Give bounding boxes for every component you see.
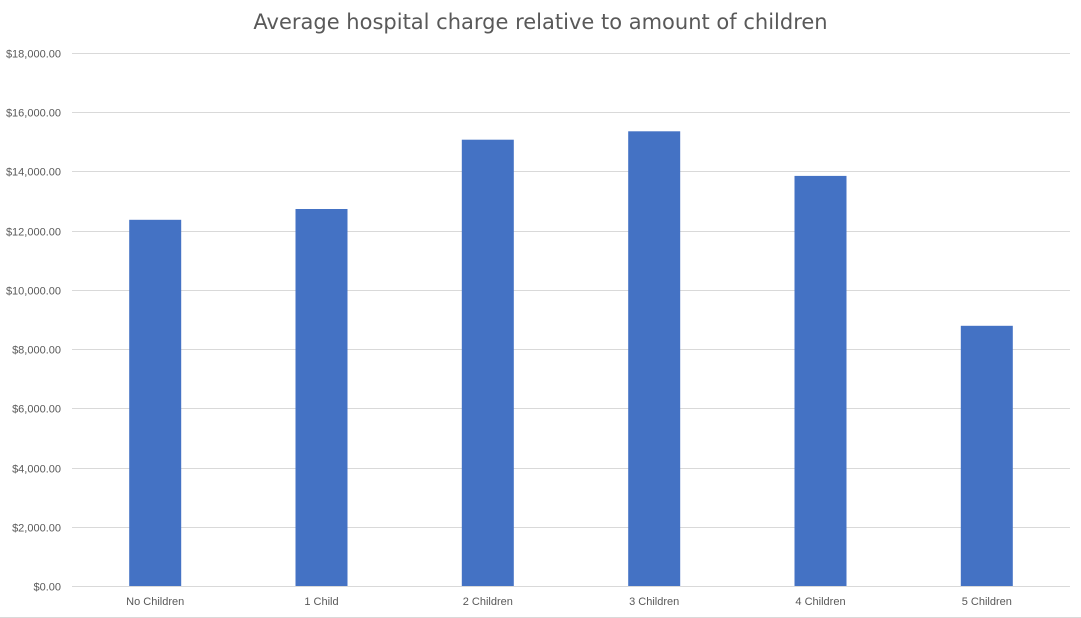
y-tick-label: $18,000.00 (6, 49, 61, 61)
y-tick-label: $0.00 (33, 582, 61, 594)
bar (628, 131, 681, 587)
y-tick-label: $16,000.00 (6, 108, 61, 120)
bar (461, 139, 514, 586)
bar (960, 325, 1013, 586)
x-tick-label: 2 Children (463, 596, 513, 608)
y-tick-label: $6,000.00 (12, 404, 61, 416)
bar (794, 175, 847, 586)
x-tick-label: 1 Child (304, 596, 338, 608)
y-tick-label: $4,000.00 (12, 464, 61, 476)
y-tick-label: $8,000.00 (12, 345, 61, 357)
x-tick-label: 4 Children (795, 596, 845, 608)
x-tick-label: 3 Children (629, 596, 679, 608)
y-tick-label: $14,000.00 (6, 167, 61, 179)
y-tick-label: $2,000.00 (12, 523, 61, 535)
y-tick-label: $12,000.00 (6, 227, 61, 239)
x-tick-label: No Children (126, 596, 184, 608)
y-tick-label: $10,000.00 (6, 286, 61, 298)
x-tick-label: 5 Children (962, 596, 1012, 608)
chart-title: Average hospital charge relative to amou… (253, 10, 828, 34)
bar (295, 209, 348, 586)
bar (129, 219, 182, 587)
